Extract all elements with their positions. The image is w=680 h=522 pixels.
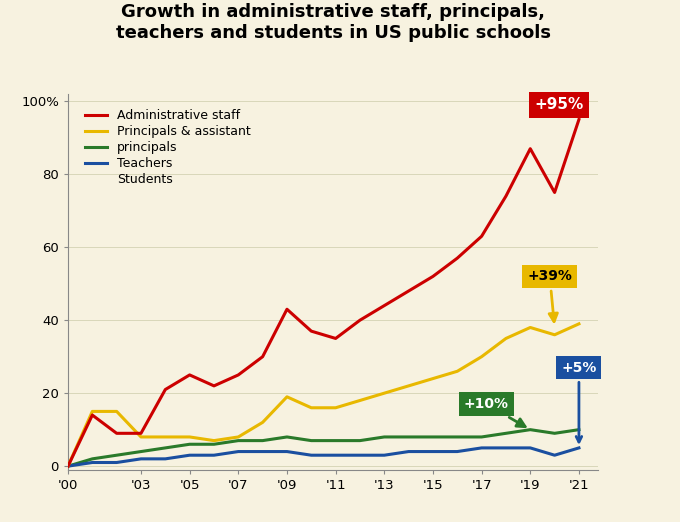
Text: +5%: +5% (561, 361, 596, 442)
Text: Growth in administrative staff, principals,
teachers and students in US public s: Growth in administrative staff, principa… (116, 3, 551, 42)
Text: +10%: +10% (464, 397, 525, 426)
Text: +39%: +39% (527, 269, 572, 322)
Legend: Administrative staff, Principals & assistant, principals, Teachers, Students: Administrative staff, Principals & assis… (80, 104, 256, 192)
Text: +95%: +95% (535, 98, 584, 120)
